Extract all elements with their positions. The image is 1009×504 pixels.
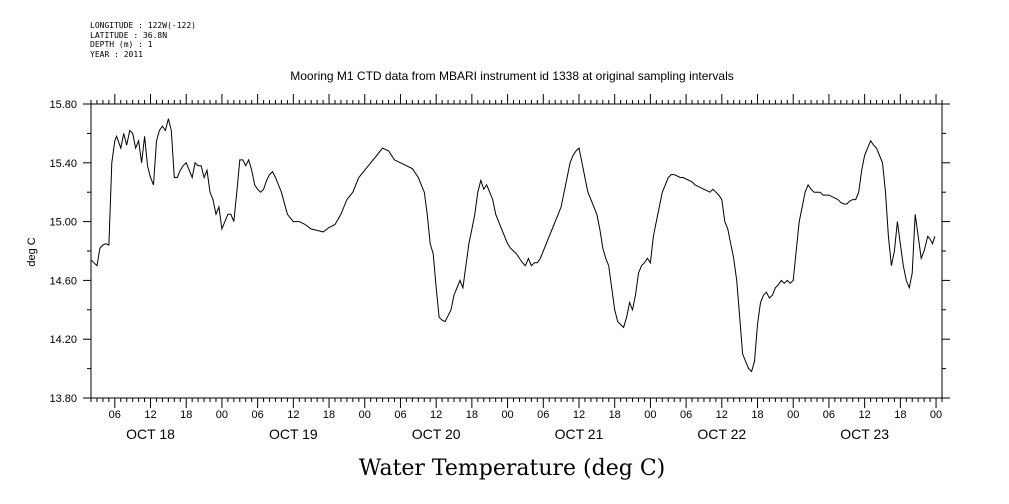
x-day-label: OCT 18 (126, 426, 175, 442)
meta-depth: DEPTH (m) : 1 (90, 40, 153, 49)
meta-year: YEAR : 2011 (90, 49, 143, 59)
x-tick-label: 06 (823, 409, 835, 421)
x-day-label: OCT 22 (697, 426, 746, 442)
axis-ticks (83, 94, 950, 408)
y-tick-label: 15.40 (49, 158, 77, 170)
axis-tick-labels: 06 12 18 00 06 12 18 00 06 12 18 00 06 12 18 00 06 12 18 00… (49, 99, 942, 442)
metadata-block: LONGITUDE : 122W(-122) LATITUDE : 36.8N … (90, 21, 196, 59)
y-tick-label: 15.80 (49, 99, 77, 111)
x-tick-label: 18 (466, 409, 478, 421)
x-tick-label: 00 (216, 409, 228, 421)
x-tick-label: 18 (751, 409, 763, 421)
x-tick-label: 12 (287, 409, 299, 421)
x-tick-label: 12 (144, 409, 156, 421)
y-tick-label: 15.00 (49, 217, 77, 229)
x-tick-label: 18 (323, 409, 335, 421)
x-tick-label: 18 (609, 409, 621, 421)
y-axis-label: deg C (26, 237, 38, 266)
x-day-label: OCT 21 (555, 426, 604, 442)
x-tick-label: 00 (787, 409, 799, 421)
x-tick-label: 12 (716, 409, 728, 421)
x-day-label: OCT 23 (840, 426, 889, 442)
x-tick-label: 18 (180, 409, 192, 421)
y-tick-label: 13.80 (49, 393, 77, 405)
x-tick-label: 12 (859, 409, 871, 421)
meta-latitude: LATITUDE : 36.8N (90, 30, 168, 40)
x-tick-label: 00 (930, 409, 942, 421)
x-tick-label: 12 (573, 409, 585, 421)
y-tick-label: 14.20 (49, 334, 77, 346)
x-tick-label: 00 (501, 409, 513, 421)
x-tick-label: 06 (394, 409, 406, 421)
x-tick-label: 06 (537, 409, 549, 421)
x-tick-label: 12 (430, 409, 442, 421)
x-day-label: OCT 19 (269, 426, 318, 442)
x-axis-label: Water Temperature (deg C) (359, 456, 666, 481)
y-tick-label: 14.60 (49, 275, 77, 287)
chart-title: Mooring M1 CTD data from MBARI instrumen… (290, 69, 734, 83)
series-line-water-temperature (90, 118, 936, 373)
x-tick-label: 00 (359, 409, 371, 421)
x-tick-label: 06 (109, 409, 121, 421)
plot-frame (90, 103, 943, 399)
x-tick-label: 00 (644, 409, 656, 421)
x-tick-label: 18 (894, 409, 906, 421)
meta-longitude: LONGITUDE : 122W(-122) (90, 21, 196, 30)
x-day-label: OCT 20 (412, 426, 461, 442)
x-tick-label: 06 (680, 409, 692, 421)
x-tick-label: 06 (252, 409, 264, 421)
